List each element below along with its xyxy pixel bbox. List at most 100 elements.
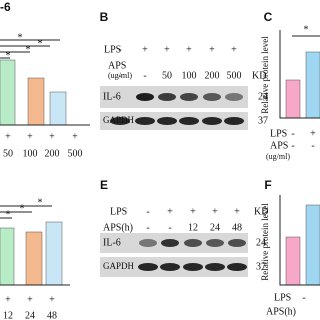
- label: +: [231, 44, 237, 55]
- blot-band: [184, 239, 202, 247]
- blot-band: [224, 117, 244, 125]
- panel-label: B: [100, 10, 109, 24]
- label: 24: [25, 310, 35, 320]
- label: +: [167, 206, 173, 217]
- label: 500: [68, 148, 83, 159]
- axis: [279, 30, 320, 119]
- label: 12: [188, 222, 198, 233]
- label: +: [27, 131, 33, 142]
- label: +: [209, 44, 215, 55]
- bar-chart-fragment: [0, 39, 90, 126]
- bar-chart-fragment: [0, 205, 70, 286]
- label: -: [302, 292, 305, 303]
- label: 200: [205, 70, 220, 81]
- blot-band: [160, 263, 180, 271]
- label: -: [146, 222, 149, 233]
- label: KD: [252, 70, 266, 81]
- blot-band: [227, 263, 247, 271]
- blot-band: [138, 263, 158, 271]
- label: +: [72, 131, 78, 142]
- asterisk: *: [6, 50, 11, 61]
- panel-title: -6: [0, 0, 11, 14]
- label: 50: [162, 70, 172, 81]
- asterisk: *: [18, 32, 23, 43]
- blot-band: [205, 263, 225, 271]
- label: 24: [210, 222, 220, 233]
- asterisk: *: [6, 209, 11, 220]
- label: +: [49, 131, 55, 142]
- axis-label: Relative protein level: [260, 203, 270, 281]
- label: 37: [256, 261, 266, 272]
- label: GAPDH: [103, 261, 135, 271]
- label: LPS: [274, 292, 291, 303]
- label: 12: [3, 310, 13, 320]
- asterisk: *: [304, 24, 309, 35]
- label: 500: [227, 70, 242, 81]
- bar: [49, 91, 67, 126]
- bar: [305, 51, 320, 119]
- blot-band: [179, 117, 199, 125]
- label: +: [212, 206, 218, 217]
- label: 48: [232, 222, 242, 233]
- label: 100: [23, 148, 38, 159]
- label: -: [118, 44, 121, 55]
- label: 200: [45, 148, 60, 159]
- label: APS(h): [266, 306, 296, 317]
- label: +: [49, 294, 55, 305]
- asterisk: *: [26, 44, 31, 55]
- blot-band: [180, 93, 198, 101]
- bar: [305, 204, 320, 286]
- bar: [25, 231, 43, 286]
- blot-band: [110, 117, 130, 125]
- label: (ug/ml): [266, 152, 290, 161]
- blot-band: [228, 239, 246, 247]
- label: +: [190, 206, 196, 217]
- label: +: [186, 44, 192, 55]
- blot-band: [225, 93, 243, 101]
- blot-band: [206, 239, 224, 247]
- bar: [285, 236, 301, 286]
- label: -: [146, 206, 149, 217]
- axis: [279, 195, 320, 286]
- label: 37: [258, 115, 268, 126]
- blot-band: [202, 117, 222, 125]
- bar: [27, 77, 45, 126]
- label: LPS: [110, 206, 127, 217]
- label: 50: [3, 148, 13, 159]
- label: APS: [108, 60, 126, 71]
- label: 24: [256, 237, 266, 248]
- label: IL-6: [103, 91, 121, 102]
- blot-band: [136, 93, 154, 101]
- label: -: [168, 222, 171, 233]
- asterisk: *: [38, 38, 43, 49]
- axis-label: Relative protein level: [260, 36, 270, 114]
- label: APS(h): [103, 222, 133, 233]
- blot-band: [157, 117, 177, 125]
- blot-band: [203, 93, 221, 101]
- label: +: [310, 128, 316, 139]
- label: 48: [47, 310, 57, 320]
- asterisk: *: [20, 203, 25, 214]
- blot-band: [183, 263, 203, 271]
- label: +: [234, 206, 240, 217]
- panel-label: C: [264, 10, 273, 24]
- blot-band: [161, 239, 179, 247]
- label: +: [5, 131, 11, 142]
- blot-band: [158, 93, 176, 101]
- label: -: [143, 70, 146, 81]
- label: KD: [254, 206, 268, 217]
- label: +: [164, 44, 170, 55]
- label: -: [291, 128, 294, 139]
- label: +: [27, 294, 33, 305]
- blot-band: [135, 117, 155, 125]
- label: +: [5, 294, 11, 305]
- label: -: [291, 140, 294, 151]
- bar: [0, 59, 16, 126]
- bar: [45, 221, 63, 286]
- label: +: [142, 44, 148, 55]
- label: APS: [270, 140, 288, 151]
- bar: [0, 227, 15, 286]
- asterisk: *: [38, 197, 43, 208]
- label: -: [311, 140, 314, 151]
